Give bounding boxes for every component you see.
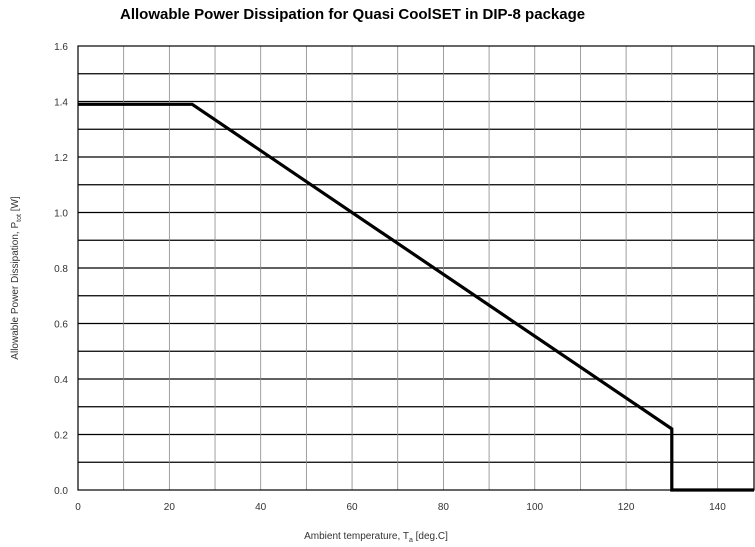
y-tick-label: 0.0 bbox=[54, 486, 68, 497]
y-axis-label-subscript: tot bbox=[16, 214, 23, 222]
grid-lines bbox=[78, 46, 754, 490]
y-tick-label: 0.8 bbox=[54, 264, 68, 275]
y-tick-label: 1.6 bbox=[54, 42, 68, 53]
x-tick-label: 0 bbox=[75, 502, 81, 513]
y-axis-label: Allowable Power Dissipation, Ptot [W] bbox=[10, 196, 23, 360]
x-tick-labels: 0 20 40 60 80 100 120 140 bbox=[75, 502, 726, 513]
series-line bbox=[78, 102, 754, 492]
x-tick-label: 140 bbox=[709, 502, 726, 513]
x-tick-label: 80 bbox=[438, 502, 450, 513]
x-tick-label: 120 bbox=[618, 502, 635, 513]
x-tick-label: 100 bbox=[526, 502, 543, 513]
y-tick-label: 0.6 bbox=[54, 320, 68, 331]
y-tick-label: 1.2 bbox=[54, 153, 68, 164]
y-tick-label: 1.0 bbox=[54, 209, 68, 220]
y-tick-label: 1.4 bbox=[54, 98, 68, 109]
y-tick-label: 0.4 bbox=[54, 375, 68, 386]
x-tick-label: 60 bbox=[346, 502, 358, 513]
x-axis-label-subscript: a bbox=[409, 537, 413, 544]
x-tick-label: 20 bbox=[164, 502, 176, 513]
x-tick-label: 40 bbox=[255, 502, 267, 513]
x-axis-label: Ambient temperature, Ta [deg.C] bbox=[304, 531, 448, 544]
y-tick-label: 0.2 bbox=[54, 431, 68, 442]
chart-title: Allowable Power Dissipation for Quasi Co… bbox=[120, 6, 586, 23]
y-tick-labels: 0.0 0.2 0.4 0.6 0.8 1.0 1.2 1.4 1.6 bbox=[54, 42, 68, 497]
plot-frame bbox=[77, 45, 755, 491]
